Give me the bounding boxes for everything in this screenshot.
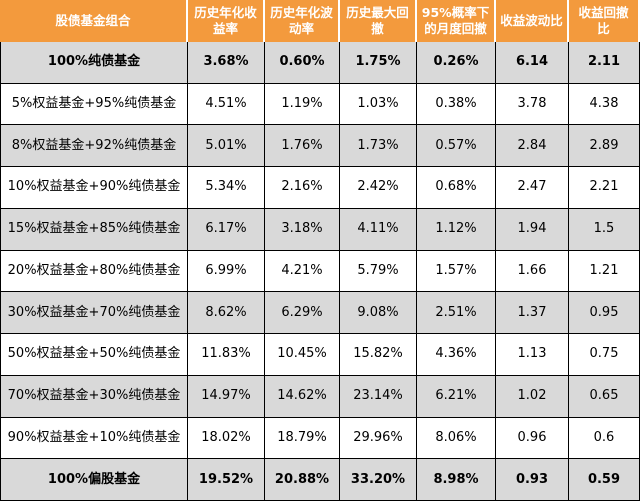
cell-annual-volatility: 2.16% (265, 167, 340, 209)
cell-portfolio: 100%偏股基金 (0, 459, 188, 501)
cell-annual-return: 3.68% (188, 42, 265, 84)
cell-return-drawdown-ratio: 0.59 (569, 459, 640, 501)
cell-return-volatility-ratio: 1.37 (496, 292, 569, 335)
cell-portfolio: 15%权益基金+85%纯债基金 (0, 208, 188, 251)
cell-return-drawdown-ratio: 0.95 (569, 292, 640, 335)
cell-max-drawdown: 1.73% (340, 125, 417, 168)
cell-return-drawdown-ratio: 2.21 (569, 167, 640, 209)
cell-monthly-drawdown-95: 4.36% (417, 334, 496, 376)
cell-annual-volatility: 1.76% (265, 125, 340, 168)
cell-return-volatility-ratio: 2.47 (496, 167, 569, 209)
cell-return-volatility-ratio: 1.94 (496, 208, 569, 251)
cell-monthly-drawdown-95: 0.26% (417, 42, 496, 84)
cell-portfolio: 30%权益基金+70%纯债基金 (0, 292, 188, 335)
cell-monthly-drawdown-95: 8.06% (417, 417, 496, 460)
cell-monthly-drawdown-95: 1.12% (417, 208, 496, 251)
header-annual-return: 历史年化收益率 (188, 0, 265, 42)
cell-annual-volatility: 3.18% (265, 208, 340, 251)
cell-max-drawdown: 15.82% (340, 334, 417, 376)
cell-annual-volatility: 20.88% (265, 459, 340, 501)
cell-max-drawdown: 23.14% (340, 375, 417, 418)
cell-annual-return: 8.62% (188, 292, 265, 335)
cell-annual-return: 6.99% (188, 250, 265, 293)
cell-annual-volatility: 4.21% (265, 250, 340, 293)
cell-portfolio: 50%权益基金+50%纯债基金 (0, 334, 188, 376)
cell-max-drawdown: 2.42% (340, 167, 417, 209)
cell-monthly-drawdown-95: 0.68% (417, 167, 496, 209)
cell-return-drawdown-ratio: 0.65 (569, 375, 640, 418)
cell-return-volatility-ratio: 6.14 (496, 42, 569, 84)
cell-max-drawdown: 1.03% (340, 83, 417, 126)
cell-return-volatility-ratio: 2.84 (496, 125, 569, 168)
cell-max-drawdown: 33.20% (340, 459, 417, 501)
cell-return-volatility-ratio: 1.13 (496, 334, 569, 376)
cell-max-drawdown: 5.79% (340, 250, 417, 293)
cell-annual-return: 5.01% (188, 125, 265, 168)
cell-return-volatility-ratio: 0.93 (496, 459, 569, 501)
header-return-drawdown-ratio: 收益回撤比 (569, 0, 640, 42)
cell-annual-volatility: 1.19% (265, 83, 340, 126)
cell-portfolio: 5%权益基金+95%纯债基金 (0, 83, 188, 126)
cell-annual-volatility: 10.45% (265, 334, 340, 376)
header-return-volatility-ratio: 收益波动比 (496, 0, 569, 42)
cell-return-volatility-ratio: 1.66 (496, 250, 569, 293)
header-monthly-drawdown-95: 95%概率下的月度回撤 (417, 0, 496, 42)
cell-return-drawdown-ratio: 1.21 (569, 250, 640, 293)
cell-monthly-drawdown-95: 0.38% (417, 83, 496, 126)
cell-max-drawdown: 1.75% (340, 42, 417, 84)
cell-return-volatility-ratio: 1.02 (496, 375, 569, 418)
cell-max-drawdown: 4.11% (340, 208, 417, 251)
cell-max-drawdown: 29.96% (340, 417, 417, 460)
cell-portfolio: 8%权益基金+92%纯债基金 (0, 125, 188, 168)
cell-monthly-drawdown-95: 0.57% (417, 125, 496, 168)
cell-annual-volatility: 0.60% (265, 42, 340, 84)
cell-annual-return: 6.17% (188, 208, 265, 251)
cell-monthly-drawdown-95: 8.98% (417, 459, 496, 501)
cell-monthly-drawdown-95: 1.57% (417, 250, 496, 293)
cell-annual-return: 4.51% (188, 83, 265, 126)
header-annual-volatility: 历史年化波动率 (265, 0, 340, 42)
header-portfolio: 股债基金组合 (0, 0, 188, 42)
cell-portfolio: 10%权益基金+90%纯债基金 (0, 167, 188, 209)
cell-return-volatility-ratio: 3.78 (496, 83, 569, 126)
cell-return-drawdown-ratio: 4.38 (569, 83, 640, 126)
cell-return-drawdown-ratio: 2.11 (569, 42, 640, 84)
cell-return-volatility-ratio: 0.96 (496, 417, 569, 460)
cell-portfolio: 70%权益基金+30%纯债基金 (0, 375, 188, 418)
cell-max-drawdown: 9.08% (340, 292, 417, 335)
cell-annual-volatility: 14.62% (265, 375, 340, 418)
cell-return-drawdown-ratio: 1.5 (569, 208, 640, 251)
cell-return-drawdown-ratio: 0.75 (569, 334, 640, 376)
cell-portfolio: 90%权益基金+10%纯债基金 (0, 417, 188, 460)
cell-annual-return: 14.97% (188, 375, 265, 418)
cell-annual-volatility: 6.29% (265, 292, 340, 335)
cell-monthly-drawdown-95: 2.51% (417, 292, 496, 335)
cell-annual-return: 11.83% (188, 334, 265, 376)
cell-monthly-drawdown-95: 6.21% (417, 375, 496, 418)
cell-return-drawdown-ratio: 0.6 (569, 417, 640, 460)
cell-annual-volatility: 18.79% (265, 417, 340, 460)
cell-portfolio: 100%纯债基金 (0, 42, 188, 84)
header-max-drawdown: 历史最大回撤 (340, 0, 417, 42)
cell-annual-return: 18.02% (188, 417, 265, 460)
cell-annual-return: 19.52% (188, 459, 265, 501)
cell-portfolio: 20%权益基金+80%纯债基金 (0, 250, 188, 293)
cell-annual-return: 5.34% (188, 167, 265, 209)
cell-return-drawdown-ratio: 2.89 (569, 125, 640, 168)
